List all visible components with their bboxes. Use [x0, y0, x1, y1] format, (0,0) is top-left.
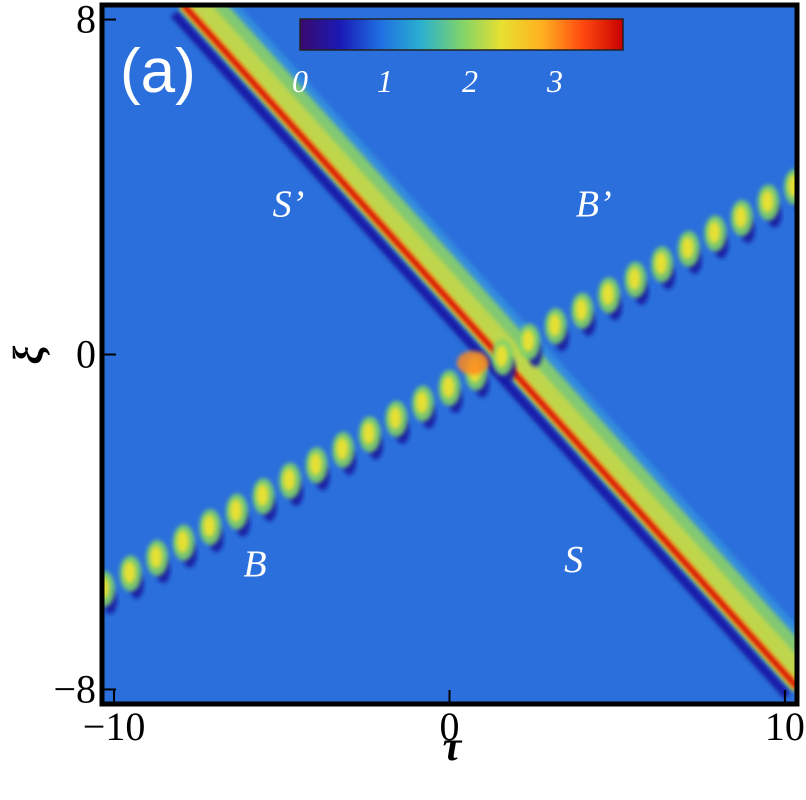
y-axis-ticks: 8 0 −8 — [53, 0, 116, 711]
y-tick-label: −8 — [53, 666, 96, 711]
panel-label: (a) — [120, 37, 196, 106]
breather-peak — [628, 267, 641, 290]
plot-frame — [99, 2, 800, 707]
breather-peak — [708, 221, 721, 244]
collision-region — [456, 350, 489, 375]
annotation-label: S — [564, 539, 583, 581]
breather-peak — [548, 314, 561, 337]
breather-peak — [734, 205, 747, 228]
colorbar-tick-label: 0 — [292, 63, 308, 99]
breather-peak — [575, 298, 588, 321]
breather-peak — [150, 546, 163, 569]
breather-peak — [256, 484, 269, 507]
breather-peak — [522, 329, 535, 352]
breather-peak — [229, 499, 242, 522]
soliton-stripe — [181, 7, 795, 689]
colorbar-tick-label: 2 — [462, 63, 478, 99]
breather-peak — [442, 375, 455, 398]
breather-peak — [176, 530, 189, 553]
x-axis-ticks: −10 0 10 — [83, 690, 805, 749]
breather-peak — [283, 468, 296, 491]
annotations: S’ B’ B S — [243, 183, 611, 585]
breather-peak — [123, 561, 136, 584]
y-axis-label: ξ — [6, 345, 52, 364]
breather-peak — [389, 406, 402, 429]
breather-peak — [104, 577, 109, 599]
y-tick-label: 0 — [76, 332, 96, 377]
colorbar-tick-label: 1 — [377, 63, 393, 99]
breather-peak — [788, 175, 795, 198]
annotation-label: S’ — [273, 183, 305, 225]
y-tick-label: 8 — [76, 0, 96, 42]
colorbar-ticks: 0 1 2 3 — [292, 63, 563, 99]
x-tick-label: 10 — [765, 704, 805, 749]
breather-peak — [415, 391, 428, 414]
breather-peak — [655, 252, 668, 275]
breather-peak — [601, 283, 614, 306]
breather-peak — [495, 345, 508, 368]
x-tick-label: 0 — [440, 704, 460, 749]
heatmap-structures — [104, 7, 795, 701]
breather-peak — [203, 515, 216, 538]
annotation-label: B’ — [576, 183, 612, 225]
breather-peak — [336, 437, 349, 460]
colorbar — [299, 18, 624, 51]
breather-peak — [309, 453, 322, 476]
breather-peak — [362, 422, 375, 445]
x-axis-label: τ — [443, 724, 463, 770]
breather-peak — [681, 236, 694, 259]
annotation-label: B — [243, 543, 266, 585]
colorbar-tick-label: 3 — [546, 63, 563, 99]
soliton-stripe — [181, 7, 795, 690]
plot-background — [104, 7, 795, 702]
x-tick-label: −10 — [83, 704, 146, 749]
breather-peak — [761, 190, 774, 213]
